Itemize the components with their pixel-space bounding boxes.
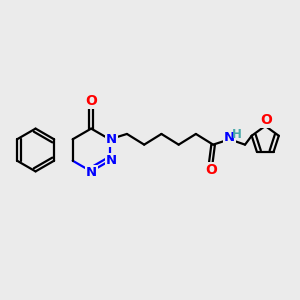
Text: N: N [85,167,97,179]
Text: O: O [260,113,272,127]
Text: O: O [85,94,97,108]
Text: N: N [106,133,117,146]
Text: N: N [106,154,117,167]
Text: O: O [205,163,217,177]
Text: N: N [224,131,235,144]
Text: H: H [232,128,242,141]
